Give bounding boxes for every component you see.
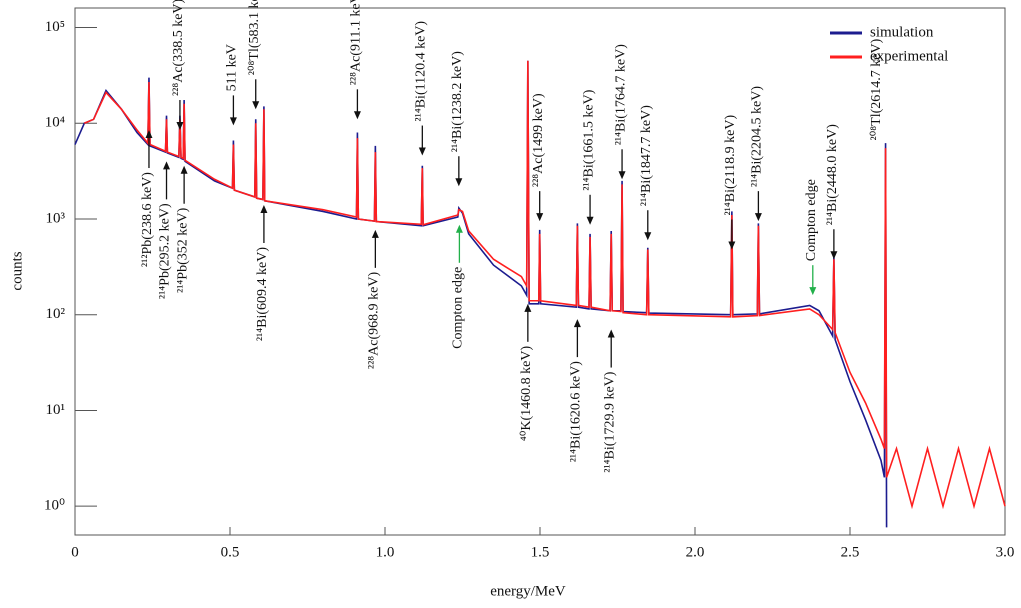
- x-tick-label: 1.5: [531, 544, 550, 560]
- annotation-arrowhead: [353, 111, 361, 120]
- legend-label: simulation: [870, 24, 934, 40]
- annotation-arrowhead: [536, 213, 544, 222]
- y-tick-label: 10³: [46, 210, 66, 226]
- annotation-arrowhead: [573, 319, 581, 328]
- annotation-arrowhead: [455, 178, 463, 187]
- annotation-label: ²¹⁴Bi(2448.0 keV): [825, 124, 840, 225]
- y-tick-label: 10⁰: [44, 498, 65, 514]
- series-line: [74, 60, 888, 528]
- annotation-arrowhead: [163, 161, 171, 170]
- annotation-label: ²¹²Pb(238.6 keV): [140, 172, 155, 267]
- annotation-arrowhead: [229, 117, 237, 126]
- annotation-arrowhead: [252, 101, 260, 110]
- legend-label: experimental: [870, 48, 948, 64]
- annotation-arrowhead: [728, 241, 736, 250]
- annotation-label: ²¹⁴Bi(1238.2 keV): [450, 51, 465, 152]
- annotation-arrowhead: [618, 171, 626, 180]
- annotation-arrowhead: [418, 147, 426, 156]
- annotation-label: ²²⁸Ac(911.1 keV): [349, 0, 364, 85]
- annotation-label: ²¹⁴Bi(1620.6 keV): [569, 361, 584, 462]
- x-tick-label: 0: [71, 544, 79, 560]
- annotation-label: Compton edge: [804, 179, 819, 261]
- annotation-arrowhead: [644, 232, 652, 241]
- annotation-arrowhead: [455, 224, 463, 233]
- annotation-arrowhead: [145, 130, 153, 139]
- annotation-label: ²¹⁴Bi(2118.9 keV): [723, 115, 738, 216]
- annotation-arrowhead: [176, 122, 184, 131]
- annotation-label: ²¹⁴Bi(1661.5 keV): [581, 89, 596, 190]
- series-line: [83, 60, 1006, 510]
- annotation-arrowhead: [260, 205, 268, 214]
- annotation-label: ²²⁸Ac(1499 keV): [531, 93, 546, 187]
- annotation-arrowhead: [607, 329, 615, 338]
- annotation-label: ²²⁸Ac(968.9 keV): [367, 272, 382, 370]
- annotation-label: ²¹⁴Bi(1120.4 keV): [414, 21, 429, 122]
- annotation-label: ⁴⁰K(1460.8 keV): [519, 345, 534, 441]
- annotation-label: ²¹⁴Bi(609.4 keV): [255, 247, 270, 341]
- annotation-label: ²¹⁴Bi(1847.7 keV): [639, 105, 654, 206]
- y-tick-label: 10¹: [46, 402, 66, 418]
- x-tick-label: 1.0: [376, 544, 395, 560]
- annotation-label: ²⁰⁸Tl(2614.7 keV): [869, 38, 884, 140]
- y-tick-label: 10²: [46, 306, 66, 322]
- x-tick-label: 3.0: [996, 544, 1015, 560]
- annotation-label: ²¹⁴Bi(1729.9 keV): [602, 371, 617, 472]
- y-axis-label: counts: [9, 251, 25, 290]
- annotation-label: Compton edge: [451, 267, 466, 349]
- annotation-label: ²¹⁴Pb(295.2 keV): [158, 203, 173, 299]
- annotation-label: 511 keV: [225, 44, 240, 91]
- y-tick-label: 10⁵: [45, 19, 65, 35]
- annotation-label: ²¹⁴Pb(352 keV): [175, 207, 190, 293]
- annotation-arrowhead: [754, 213, 762, 222]
- x-axis-label: energy/MeV: [490, 583, 566, 599]
- annotation-arrowhead: [809, 287, 817, 296]
- annotation-arrowhead: [371, 229, 379, 238]
- annotation-arrowhead: [180, 165, 188, 174]
- x-tick-label: 2.5: [841, 544, 860, 560]
- x-tick-label: 0.5: [221, 544, 240, 560]
- annotation-label: ²²⁸Ac(338.5 keV): [171, 0, 186, 96]
- x-tick-label: 2.0: [686, 544, 705, 560]
- annotation-label: ²⁰⁸Tl(583.1 keV): [247, 0, 262, 75]
- annotation-arrowhead: [586, 216, 594, 225]
- annotation-arrowhead: [524, 303, 532, 312]
- annotation-label: ²¹⁴Bi(2204.5 keV): [750, 86, 765, 187]
- annotation-arrowhead: [830, 251, 838, 260]
- annotation-label: ²¹⁴Bi(1764.7 keV): [613, 44, 628, 145]
- y-tick-label: 10⁴: [45, 115, 65, 131]
